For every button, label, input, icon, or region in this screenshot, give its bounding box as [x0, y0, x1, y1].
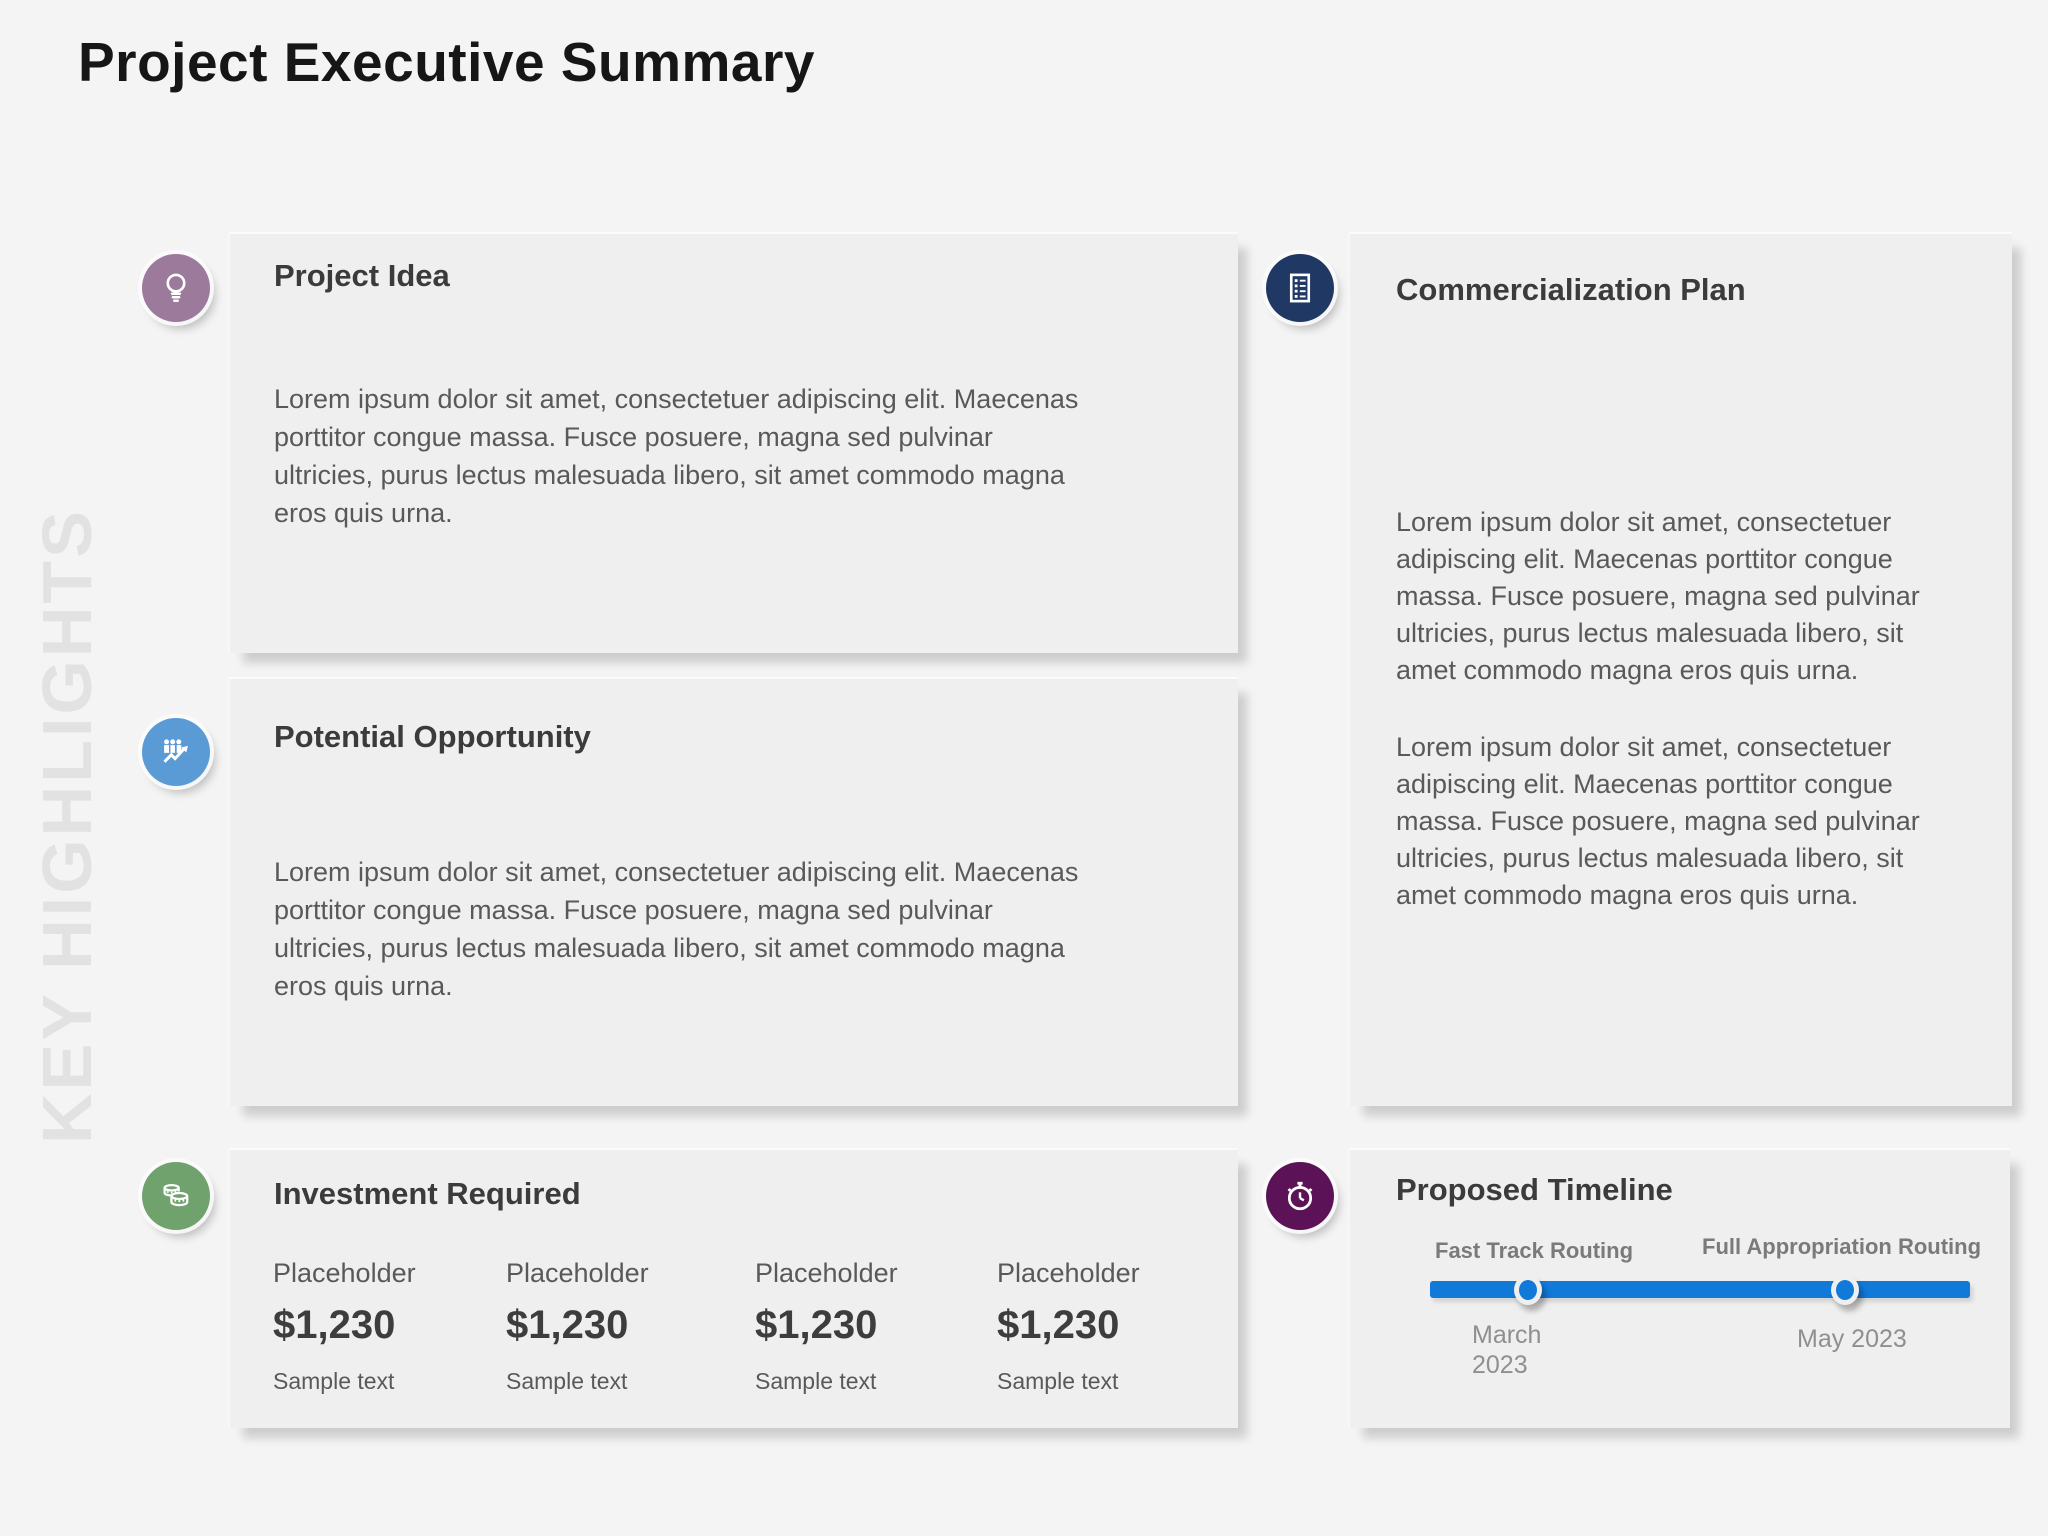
investment-item-value: $1,230: [273, 1303, 396, 1347]
investment-item-note: Sample text: [997, 1368, 1119, 1394]
coins-icon-glyph: [163, 1184, 189, 1207]
commercialization-plan-title: Commercialization Plan: [1396, 272, 1746, 307]
timeline-milestone-date: March 2023: [1472, 1321, 1542, 1379]
investment-item-note: Sample text: [506, 1368, 628, 1394]
team-growth-icon: [142, 718, 210, 786]
checklist-icon-glyph: [1289, 273, 1311, 303]
card-investment-required: Investment Required Placeholder $1,230 S…: [228, 1148, 1238, 1428]
timeline-milestone-label: Full Appropriation Routing: [1702, 1234, 1982, 1259]
timeline-marker: [1514, 1275, 1542, 1305]
card-project-idea: Project Idea Lorem ipsum dolor sit amet,…: [228, 232, 1238, 653]
investment-item-value: $1,230: [997, 1303, 1120, 1347]
investment-item-label: Placeholder: [755, 1258, 898, 1288]
timeline-marker: [1831, 1275, 1859, 1305]
card-potential-opportunity: Potential Opportunity Lorem ipsum dolor …: [228, 677, 1238, 1106]
timeline-milestone-label: Fast Track Routing: [1435, 1238, 1634, 1263]
timeline-milestone-date: May 2023: [1797, 1325, 1907, 1353]
card-proposed-timeline: Proposed Timeline Fast Track Routing Ful…: [1348, 1148, 2010, 1428]
potential-opportunity-body: Lorem ipsum dolor sit amet, consectetuer…: [274, 857, 1079, 1001]
side-label: KEY HIGHLIGHTS: [28, 508, 106, 1144]
proposed-timeline-title: Proposed Timeline: [1396, 1172, 1673, 1207]
commercialization-plan-body: Lorem ipsum dolor sit amet, consectetuer…: [1396, 504, 1990, 954]
investment-item-label: Placeholder: [997, 1258, 1140, 1288]
lightbulb-icon: [142, 254, 210, 322]
investment-required-title: Investment Required: [274, 1176, 581, 1211]
investment-item-value: $1,230: [506, 1303, 629, 1347]
commercialization-paragraph: Lorem ipsum dolor sit amet, consectetuer…: [1396, 732, 1920, 910]
page-title: Project Executive Summary: [78, 31, 816, 93]
coins-icon: [142, 1162, 210, 1230]
investment-item: Placeholder $1,230 Sample text: [506, 1258, 649, 1395]
team-growth-icon-glyph: [163, 739, 188, 763]
lightbulb-icon-glyph: [166, 273, 186, 302]
investment-item-label: Placeholder: [506, 1258, 649, 1288]
investment-item-note: Sample text: [755, 1368, 877, 1394]
investment-item-label: Placeholder: [273, 1258, 416, 1288]
investment-item-value: $1,230: [755, 1303, 878, 1347]
project-idea-body: Lorem ipsum dolor sit amet, consectetuer…: [274, 384, 1079, 528]
stopwatch-icon: [1266, 1162, 1334, 1230]
potential-opportunity-title: Potential Opportunity: [274, 719, 591, 754]
investment-item-note: Sample text: [273, 1368, 395, 1394]
investment-item: Placeholder $1,230 Sample text: [997, 1258, 1140, 1395]
investment-item: Placeholder $1,230 Sample text: [273, 1258, 416, 1395]
timeline-bar: [1430, 1281, 1970, 1298]
commercialization-paragraph: Lorem ipsum dolor sit amet, consectetuer…: [1396, 507, 1920, 685]
stopwatch-icon-glyph: [1287, 1181, 1313, 1211]
investment-item: Placeholder $1,230 Sample text: [755, 1258, 898, 1395]
project-idea-title: Project Idea: [274, 258, 450, 293]
card-commercialization-plan: Commercialization Plan Lorem ipsum dolor…: [1348, 232, 2012, 1106]
checklist-icon: [1266, 254, 1334, 322]
